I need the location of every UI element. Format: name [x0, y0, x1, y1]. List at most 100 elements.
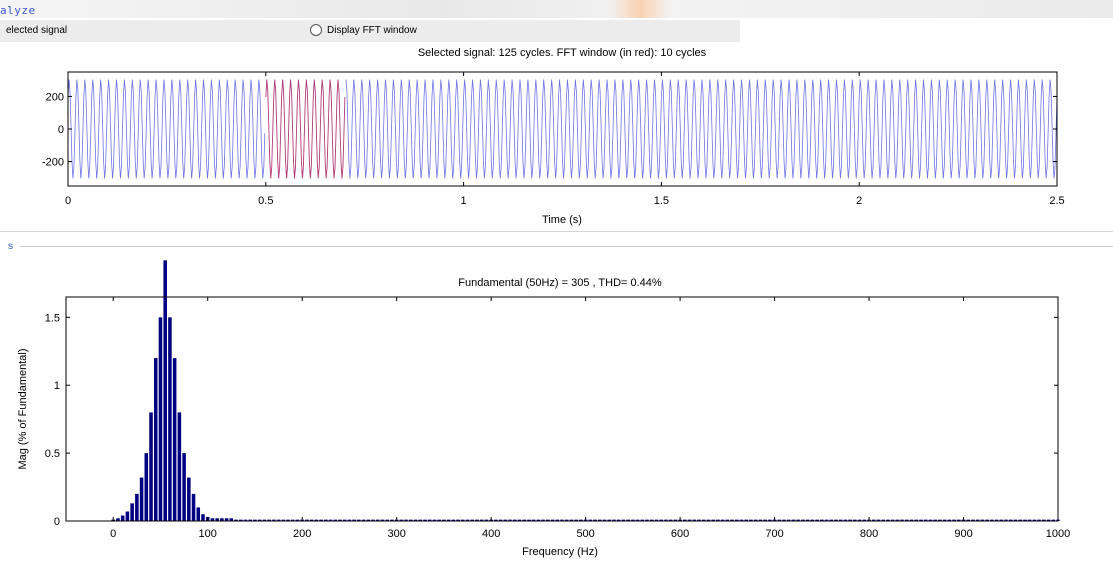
fft-bar — [602, 519, 607, 521]
fft-bar — [531, 519, 536, 521]
fft-bar — [1004, 519, 1008, 521]
fft-bar — [305, 519, 309, 521]
fft-bar — [262, 519, 267, 521]
fft-bar — [494, 519, 498, 521]
fft-bar — [895, 519, 900, 521]
fft-bar — [168, 317, 172, 521]
title-bar-accent — [610, 0, 670, 18]
fft-window-line — [265, 79, 346, 179]
fft-bar — [626, 519, 630, 521]
fft-x-axis-label: Frequency (Hz) — [522, 546, 598, 558]
fft-bar — [309, 519, 314, 521]
fft-bar — [938, 519, 942, 521]
fft-bar — [730, 519, 734, 521]
fft-y-tick-label: 0.5 — [45, 448, 60, 460]
fft-bar — [149, 412, 153, 521]
fft-bar — [234, 519, 238, 521]
fft-y-axis-label: Mag (% of Fundamental) — [17, 348, 29, 469]
fft-bar — [683, 519, 687, 521]
fft-bar — [735, 519, 739, 521]
fft-bar — [427, 519, 432, 521]
fft-bar — [546, 519, 550, 521]
fft-bar — [928, 519, 933, 521]
fft-bar — [153, 358, 158, 521]
fft-bar — [352, 519, 356, 521]
fft-bar — [749, 519, 753, 521]
fft-bar — [919, 519, 923, 521]
fft-bar — [257, 519, 262, 521]
fft-bar — [631, 519, 635, 521]
fft-bar — [456, 519, 460, 521]
fft-bar — [853, 519, 857, 521]
fft-chart: Fundamental (50Hz) = 305 , THD= 0.44% 0 1… — [17, 260, 1070, 558]
fft-bar — [210, 518, 215, 521]
panel-label: alyze — [0, 4, 36, 17]
fft-bar — [1023, 519, 1027, 521]
fft-bar — [248, 519, 252, 521]
fft-bar — [451, 519, 456, 521]
fft-bar — [338, 519, 342, 521]
fft-bar — [966, 519, 971, 521]
fft-bar — [649, 519, 654, 521]
fft-bar — [390, 519, 394, 521]
fft-bar — [560, 519, 564, 521]
fft-plot-frame — [65, 296, 1059, 522]
fft-bar — [654, 519, 659, 521]
fft-chart-title: Fundamental (50Hz) = 305 , THD= 0.44% — [458, 277, 662, 289]
fft-bar — [215, 518, 219, 521]
fft-bar — [990, 519, 994, 521]
signal-y-tick-label: 200 — [46, 91, 64, 103]
fft-bar — [640, 519, 645, 521]
signal-y-tick-label: 0 — [58, 124, 64, 136]
fft-bar — [229, 518, 234, 521]
fft-bar — [994, 519, 999, 521]
display-fft-window-label[interactable]: Display FFT window — [327, 25, 417, 36]
selected-signal-label: elected signal — [6, 25, 68, 36]
fft-bar — [900, 519, 904, 521]
fft-bar — [475, 519, 479, 521]
fft-bar — [461, 519, 465, 521]
fft-bar — [512, 519, 517, 521]
fft-bar — [404, 519, 408, 521]
fft-bar — [333, 519, 338, 521]
fft-bar — [314, 519, 319, 521]
fft-bar — [621, 519, 626, 521]
fft-bar — [1042, 519, 1046, 521]
fft-bar — [347, 519, 352, 521]
fft-bar — [286, 519, 290, 521]
fft-bar — [768, 519, 772, 521]
fft-bar — [555, 519, 560, 521]
fft-bar — [508, 519, 512, 521]
fft-bar — [720, 519, 725, 521]
fft-bar — [848, 519, 852, 521]
fft-x-tick-label: 900 — [954, 528, 972, 540]
fft-bar — [588, 519, 593, 521]
fft-bar — [366, 519, 371, 521]
fft-y-tick-label: 0 — [54, 516, 60, 528]
fft-bar — [220, 518, 224, 521]
fft-bar — [857, 519, 862, 521]
fft-bar — [796, 519, 800, 521]
fft-bar — [673, 519, 678, 521]
fft-bar — [905, 519, 909, 521]
fft-bar — [432, 519, 437, 521]
fft-bar — [725, 519, 730, 521]
signal-x-tick-label: 2 — [856, 195, 862, 207]
fft-bar — [182, 453, 186, 521]
fft-bar — [810, 519, 815, 521]
fft-bar — [824, 519, 829, 521]
fft-bar — [834, 519, 838, 521]
display-fft-window-radio[interactable] — [310, 24, 322, 36]
fft-bar — [399, 519, 404, 521]
fft-bar — [612, 519, 616, 521]
fft-bar — [668, 519, 673, 521]
signal-x-tick-label: 0 — [65, 195, 71, 207]
fft-bar — [593, 519, 597, 521]
fft-bar — [446, 519, 451, 521]
fft-bar — [503, 519, 508, 521]
fft-bar — [569, 519, 574, 521]
fft-bar — [980, 519, 985, 521]
fft-bar — [144, 453, 149, 521]
fft-bar — [224, 518, 229, 521]
fft-bar — [361, 519, 366, 521]
